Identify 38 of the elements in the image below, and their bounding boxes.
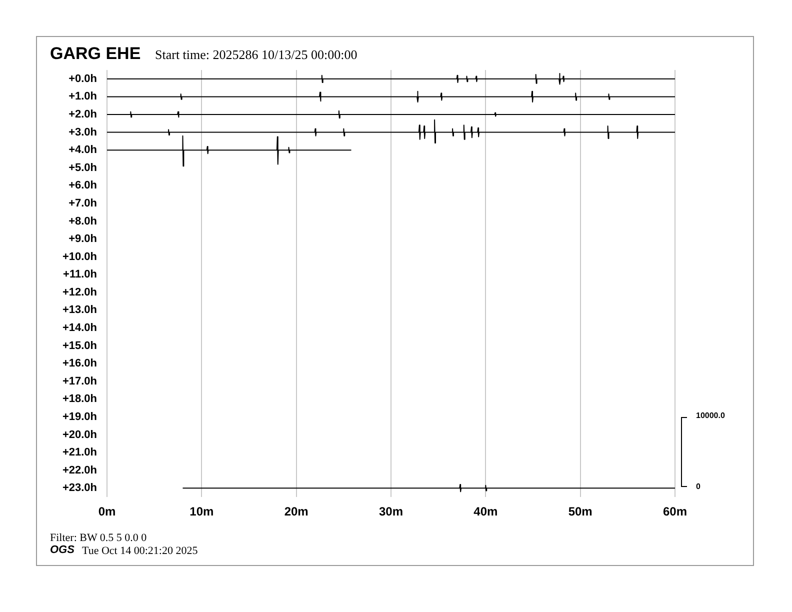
y-tick-label: +7.0h [68, 197, 98, 210]
text: 10000.0 [696, 411, 725, 420]
x-tick-label: 60m [662, 504, 688, 519]
y-tick-label: +5.0h [68, 162, 98, 174]
y-tick-label: +13.0h [62, 304, 98, 316]
text: OGS [50, 544, 74, 556]
y-tick-label: +1.0h [68, 90, 98, 103]
y-tick-label: +22.0h [62, 464, 98, 476]
y-tick-label: +17.0h [62, 375, 98, 388]
y-tick-label: +21.0h [62, 446, 98, 459]
chart-title: GARG EHE [50, 44, 141, 64]
x-tick-label: 30m [378, 504, 404, 519]
y-tick-label: +3.0h [68, 126, 98, 138]
y-tick-label: +20.0h [62, 428, 98, 441]
y-tick-label: +9.0h [68, 233, 98, 246]
y-tick-label: +4.0h [68, 144, 98, 156]
y-tick-label: +16.0h [62, 358, 98, 370]
y-tick-label: +0.0h [68, 72, 98, 85]
x-tick-label: 40m [474, 504, 498, 519]
x-tick-label: 20m [284, 504, 308, 519]
y-tick-label: +14.0h [62, 322, 98, 334]
x-tick-label: 0m [98, 504, 116, 519]
y-tick-label: +23.0h [62, 482, 98, 494]
text: Tue Oct 14 00:21:20 2025 [82, 545, 198, 557]
y-tick-label: +11.0h [63, 268, 98, 281]
y-tick-label: +15.0h [62, 340, 98, 352]
y-tick-label: +8.0h [68, 215, 98, 228]
y-tick-label: +10.0h [62, 250, 98, 263]
chart-subtitle: Start time: 2025286 10/13/25 00:00:00 [155, 47, 358, 63]
y-tick-label: +19.0h [62, 410, 98, 423]
y-tick-label: +18.0h [62, 393, 98, 406]
x-tick-label: 50m [568, 504, 592, 519]
text: Filter: BW 0.5 5 0.0 0 [50, 532, 147, 544]
x-tick-label: 10m [190, 504, 214, 519]
y-tick-label: +2.0h [68, 108, 98, 121]
y-tick-label: +12.0h [62, 286, 98, 298]
text: 0 [696, 482, 700, 491]
y-tick-label: +6.0h [68, 180, 98, 192]
